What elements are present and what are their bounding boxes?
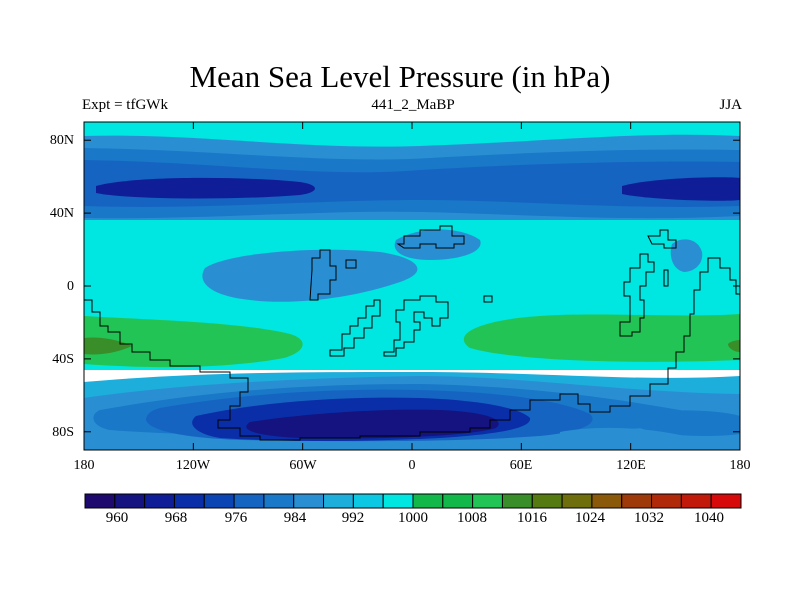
coastline-south-america [383, 295, 449, 357]
y-tick-label: 80S [52, 425, 74, 440]
coastline-small-island-1 [345, 259, 357, 269]
coastline-small-island-2 [483, 295, 493, 303]
subtropical-high-west [84, 316, 303, 368]
southern-pocket-low-right [560, 427, 700, 450]
colorbar-swatch [293, 493, 325, 509]
x-tick-label: 60W [289, 458, 317, 473]
colorbar-label: 1032 [634, 510, 664, 526]
colorbar-label: 1040 [694, 510, 724, 526]
colorbar-label: 1008 [457, 510, 487, 526]
southern-pocket-east [640, 410, 740, 436]
subtropical-high-core-east [728, 340, 740, 352]
colorbar-swatch [84, 493, 116, 509]
colorbar-swatch [114, 493, 146, 509]
axis-ticks [83, 122, 741, 450]
colorbar-swatch [412, 493, 444, 509]
northern-trough-core [96, 177, 315, 199]
coastline-europe [396, 225, 465, 249]
colorbar-swatch [263, 493, 295, 509]
map-title: Mean Sea Level Pressure (in hPa) [189, 59, 611, 94]
y-tick-label: 40S [52, 352, 74, 367]
colorbar-swatch [233, 493, 265, 509]
x-tick-label: 0 [408, 458, 416, 473]
colorbar-label: 968 [164, 510, 188, 526]
y-tick-label: 40N [49, 206, 74, 221]
x-tick-label: 120E [616, 458, 646, 473]
colorbar-swatch [561, 493, 593, 509]
colorbar-swatch [382, 493, 414, 509]
colorbar-label: 992 [341, 510, 365, 526]
colorbar-swatch [651, 493, 682, 509]
coastline-africa [309, 249, 337, 301]
colorbar-swatch [173, 493, 205, 509]
colorbar-swatch [710, 493, 742, 509]
colorbar-swatch [352, 493, 384, 509]
x-tick-label: 180 [729, 458, 751, 473]
coastline-small-island-3 [663, 269, 669, 287]
y-tick-label: 80N [49, 133, 74, 148]
x-tick-label: 180 [73, 458, 95, 473]
colorbar-swatch [203, 493, 235, 509]
colorbar-swatch [531, 493, 563, 509]
colorbar-swatch [680, 493, 712, 509]
colorbar-label: 976 [224, 510, 248, 526]
coastline-asia-east [619, 253, 655, 337]
coastline-north-america [84, 257, 740, 441]
y-tick-label: 0 [67, 279, 74, 294]
x-tick-label: 120W [175, 458, 211, 473]
equatorial-low-east [670, 239, 703, 272]
experiment-label: Expt = tfGWk [82, 97, 168, 113]
colorbar-swatch [621, 493, 653, 509]
colorbar-swatch [501, 493, 533, 509]
colorbar-swatch [323, 493, 354, 509]
colorbar-swatch [144, 493, 175, 509]
coastline-islands-pacific [647, 229, 677, 249]
southern-trough-core [246, 409, 499, 439]
equatorial-low-north [394, 229, 481, 260]
colorbar-label: 1024 [575, 510, 605, 526]
coastlines [84, 225, 740, 441]
northern-trough-core-east [622, 177, 740, 201]
colorbar-swatch [472, 493, 503, 509]
coastline-south-atlantic-islands [329, 299, 381, 357]
colorbar [84, 493, 742, 509]
equatorial-low [202, 249, 418, 302]
colorbar-label: 960 [105, 510, 129, 526]
colorbar-label: 1016 [517, 510, 547, 526]
colorbar-swatch [591, 493, 623, 509]
period-label: 441_2_MaBP [371, 97, 455, 113]
subtropical-high-east [463, 314, 740, 362]
x-tick-label: 60E [509, 458, 533, 473]
colorbar-label: 1000 [398, 510, 428, 526]
season-label: JJA [719, 97, 742, 113]
colorbar-label: 984 [283, 510, 307, 526]
colorbar-swatch [442, 493, 474, 509]
